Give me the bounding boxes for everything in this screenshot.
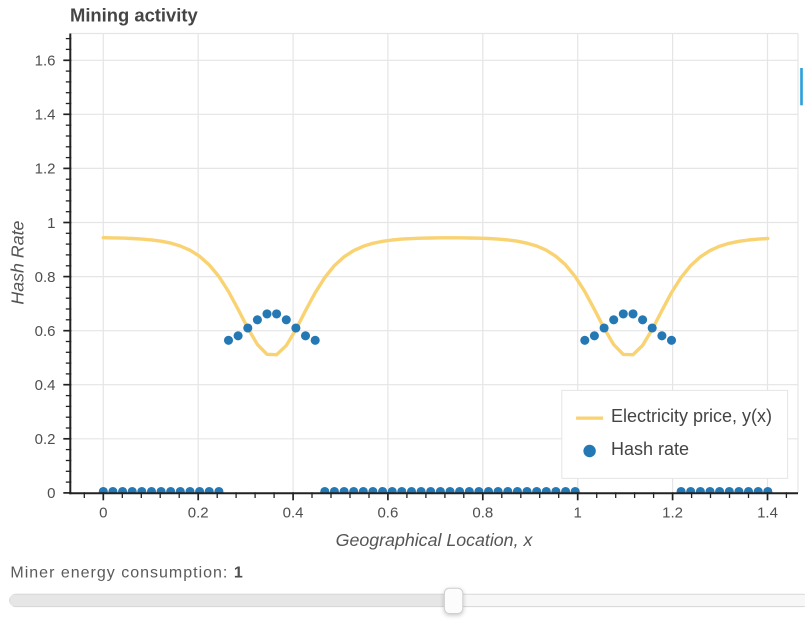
svg-text:0.8: 0.8	[472, 505, 493, 522]
svg-text:1.4: 1.4	[35, 107, 56, 124]
svg-text:1.2: 1.2	[35, 161, 56, 178]
svg-text:0.2: 0.2	[188, 505, 209, 522]
svg-text:1: 1	[574, 505, 582, 522]
svg-text:0.2: 0.2	[35, 431, 56, 448]
svg-text:0.6: 0.6	[377, 505, 398, 522]
svg-text:0: 0	[99, 505, 107, 522]
svg-text:0.6: 0.6	[35, 323, 56, 340]
svg-text:1.6: 1.6	[35, 53, 56, 70]
svg-text:0.8: 0.8	[35, 269, 56, 286]
svg-text:Hash Rate: Hash Rate	[8, 220, 28, 304]
svg-text:Hash rate: Hash rate	[611, 439, 689, 459]
svg-text:1: 1	[47, 215, 55, 232]
svg-text:Miner energy consumption: 1: Miner energy consumption: 1	[10, 564, 243, 581]
svg-text:Mining activity: Mining activity	[70, 5, 199, 26]
svg-text:1.2: 1.2	[662, 505, 683, 522]
svg-text:1.4: 1.4	[757, 505, 778, 522]
svg-text:Geographical Location, x: Geographical Location, x	[336, 530, 534, 550]
svg-text:Electricity price, y(x): Electricity price, y(x)	[611, 406, 772, 426]
svg-text:0.4: 0.4	[35, 377, 56, 394]
svg-text:0.4: 0.4	[283, 505, 304, 522]
svg-text:0: 0	[47, 485, 55, 502]
